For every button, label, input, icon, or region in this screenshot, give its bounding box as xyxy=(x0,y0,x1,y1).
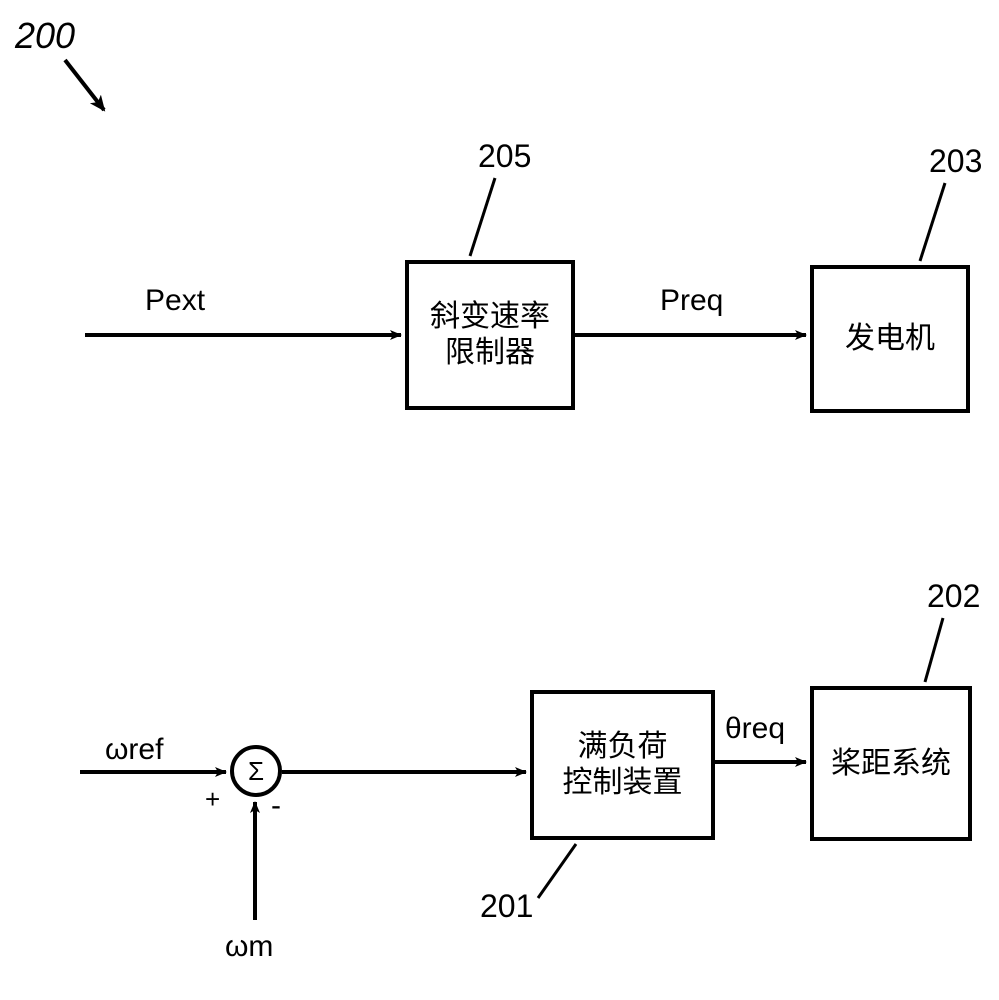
label-omega-ref: ωref xyxy=(105,733,163,767)
ref-203: 203 xyxy=(929,143,982,180)
block-generator: 发电机 xyxy=(810,265,970,413)
block-ramp-rate-limiter-text: 斜变速率 限制器 xyxy=(430,299,550,371)
label-pext: Pext xyxy=(145,284,205,318)
flc-line2: 控制装置 xyxy=(563,766,683,799)
sigma-symbol: Σ xyxy=(248,756,264,787)
ref-201: 201 xyxy=(480,888,533,925)
diagram-canvas: 200 Pext 斜变速率 限制器 205 Preq 发电机 203 ωref … xyxy=(0,0,999,1000)
figure-ref-number: 200 xyxy=(15,15,75,57)
ref-205: 205 xyxy=(478,138,531,175)
sum-plus: + xyxy=(205,784,220,815)
ref-202: 202 xyxy=(927,578,980,615)
block-pitch-system-text: 桨距系统 xyxy=(831,746,951,782)
block-full-load-controller: 满负荷 控制装置 xyxy=(530,690,715,840)
sum-minus: - xyxy=(271,789,281,823)
block-generator-text: 发电机 xyxy=(845,321,935,357)
label-preq: Preq xyxy=(660,284,723,318)
block-ramp-rate-limiter: 斜变速率 限制器 xyxy=(405,260,575,410)
block-full-load-controller-text: 满负荷 控制装置 xyxy=(563,729,683,801)
flc-line1: 满负荷 xyxy=(578,730,668,763)
block-pitch-system: 桨距系统 xyxy=(810,686,972,841)
label-omega-m: ωm xyxy=(225,930,273,964)
label-theta-req: θreq xyxy=(725,712,785,746)
ramp-line2: 限制器 xyxy=(445,336,535,369)
ramp-line1: 斜变速率 xyxy=(430,300,550,333)
